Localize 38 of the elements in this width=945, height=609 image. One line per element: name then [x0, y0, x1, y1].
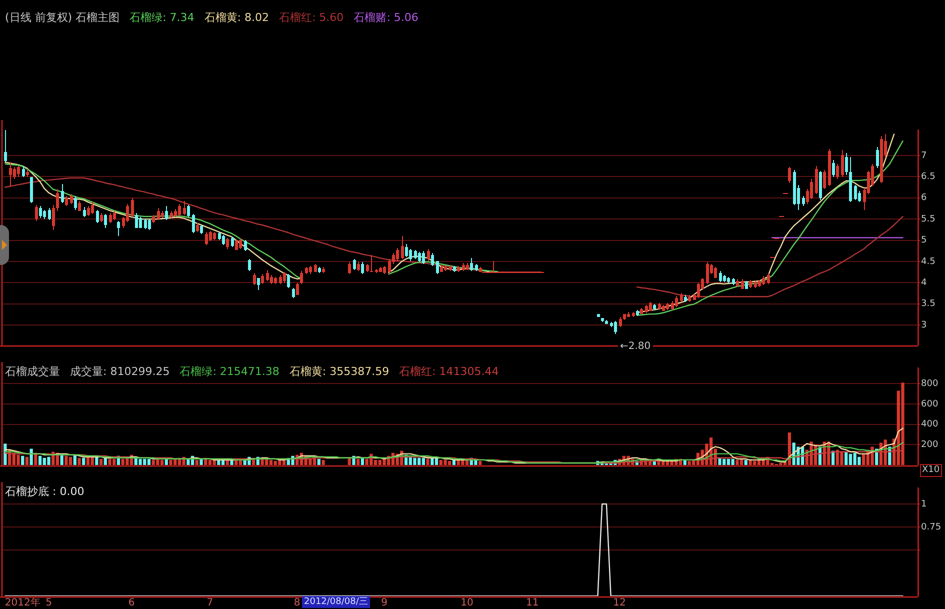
x-tick-label: 10: [460, 598, 474, 609]
y-tick-label: 4.5: [921, 256, 936, 267]
text: 石榴抄底 : 0.00: [5, 485, 84, 498]
y-tick-label: 0.75: [921, 522, 942, 532]
x-tick-label: 11: [526, 598, 539, 609]
y-tick-label: 5: [921, 236, 927, 246]
annotation: 成交量: 810299.25: [70, 365, 170, 378]
annotation: ←2.80: [618, 341, 653, 353]
x-tick-label: 9: [381, 598, 388, 609]
chart-title: (日线 前复权) 石榴主图: [5, 11, 120, 24]
y-tick-label: 5.5: [921, 214, 936, 224]
text: 石榴红: 5.60: [278, 11, 344, 24]
x-tick-label: 12: [613, 598, 626, 609]
chart-title: 石榴成交量: [5, 365, 60, 378]
text: 石榴赌: 5.06: [354, 11, 418, 24]
y-tick-label: 400: [921, 420, 938, 430]
y-tick-label: 7: [921, 150, 927, 161]
y-tick-label: 6: [921, 193, 927, 204]
y-tick-label: 3: [921, 320, 927, 330]
text: 石榴绿: 7.34: [130, 11, 194, 24]
x-tick-label: 5: [46, 598, 52, 609]
text: 石榴绿: 215471.38: [180, 365, 280, 378]
y-tick-label: 1: [921, 499, 927, 510]
y-tick-label: 600: [921, 399, 938, 410]
text: 石榴黄: 355387.59: [289, 365, 390, 378]
x-tick-label: 2012年: [4, 596, 40, 609]
x-tick-label: 7: [206, 598, 214, 609]
x-tick-label: 8: [294, 598, 300, 609]
text: 石榴红: 141305.44: [399, 365, 499, 378]
y-tick-label: 800: [921, 378, 938, 389]
y-tick-label: 200: [921, 440, 938, 450]
y-tick-label: 4: [921, 278, 927, 288]
y-tick-label: 6.5: [921, 172, 936, 182]
text: 石榴黄: 8.02: [204, 11, 269, 24]
x-tick-label: 6: [128, 598, 135, 609]
y-axis-title: X10: [920, 464, 942, 477]
text: 2012/08/08/三: [302, 596, 370, 608]
y-tick-label: 3.5: [921, 299, 936, 310]
